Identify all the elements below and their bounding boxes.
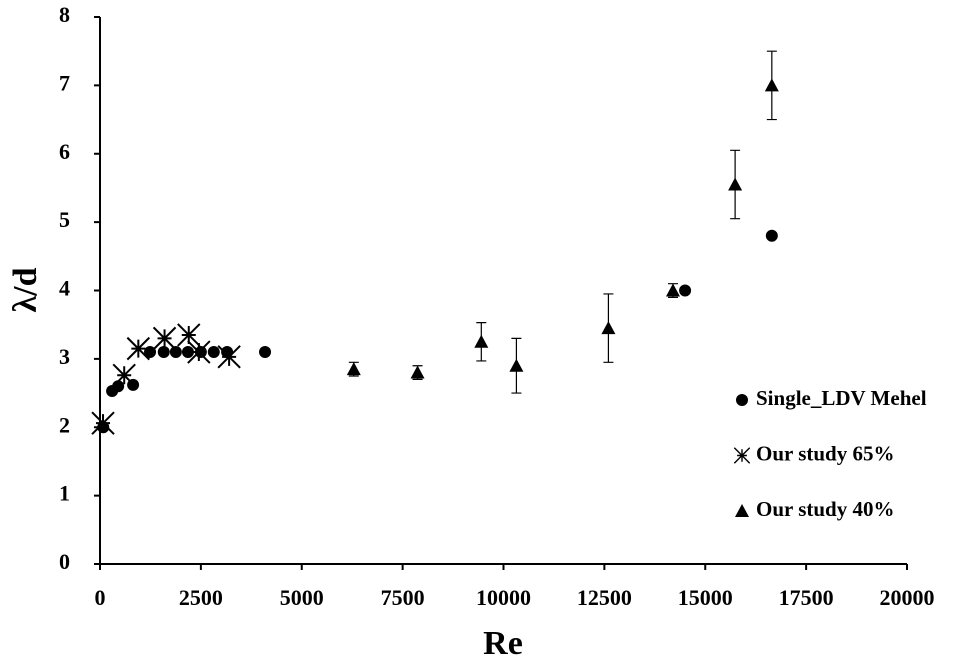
y-tick-label: 0 xyxy=(59,549,70,574)
y-tick-label: 6 xyxy=(59,139,70,164)
x-axis-title: Re xyxy=(483,625,523,662)
point xyxy=(91,411,115,435)
x-tick-label: 10000 xyxy=(476,585,531,610)
x-tick-label: 2500 xyxy=(179,585,223,610)
y-tick-label: 3 xyxy=(59,344,70,369)
y-tick-label: 7 xyxy=(59,70,70,95)
y-tick-label: 1 xyxy=(59,481,70,506)
point xyxy=(112,363,136,387)
point xyxy=(152,326,177,351)
x-tick-label: 15000 xyxy=(678,585,733,610)
point xyxy=(181,346,194,359)
point xyxy=(601,321,616,335)
point xyxy=(728,177,743,191)
point xyxy=(665,283,680,297)
x-tick-label: 5000 xyxy=(280,585,324,610)
point xyxy=(259,346,272,359)
y-tick-label: 2 xyxy=(59,412,70,437)
point xyxy=(474,334,489,348)
y-axis-title: λ/d xyxy=(7,267,44,312)
point xyxy=(207,346,220,359)
point xyxy=(509,358,524,372)
point xyxy=(346,362,361,376)
point xyxy=(764,78,779,92)
point xyxy=(126,336,151,361)
legend-label: Our study 65% xyxy=(756,441,894,465)
x-tick-label: 7500 xyxy=(381,585,425,610)
point xyxy=(410,365,425,379)
x-tick-label: 17500 xyxy=(779,585,834,610)
point xyxy=(217,345,241,369)
legend-label: Our study 40% xyxy=(756,497,894,521)
point xyxy=(157,346,170,359)
point xyxy=(187,340,211,364)
legend-marker xyxy=(733,447,751,464)
point xyxy=(169,346,182,359)
x-tick-label: 0 xyxy=(95,585,106,610)
y-tick-label: 8 xyxy=(59,2,70,27)
point xyxy=(679,284,692,297)
x-tick-label: 12500 xyxy=(577,585,632,610)
legend-marker xyxy=(735,504,749,517)
y-tick-label: 5 xyxy=(59,207,70,232)
legend-label: Single_LDV Mehel xyxy=(756,386,927,410)
point xyxy=(765,229,778,242)
x-tick-label: 20000 xyxy=(880,585,935,610)
point xyxy=(144,346,157,359)
y-tick-label: 4 xyxy=(59,276,70,301)
point xyxy=(177,323,201,347)
legend-marker xyxy=(736,394,748,406)
